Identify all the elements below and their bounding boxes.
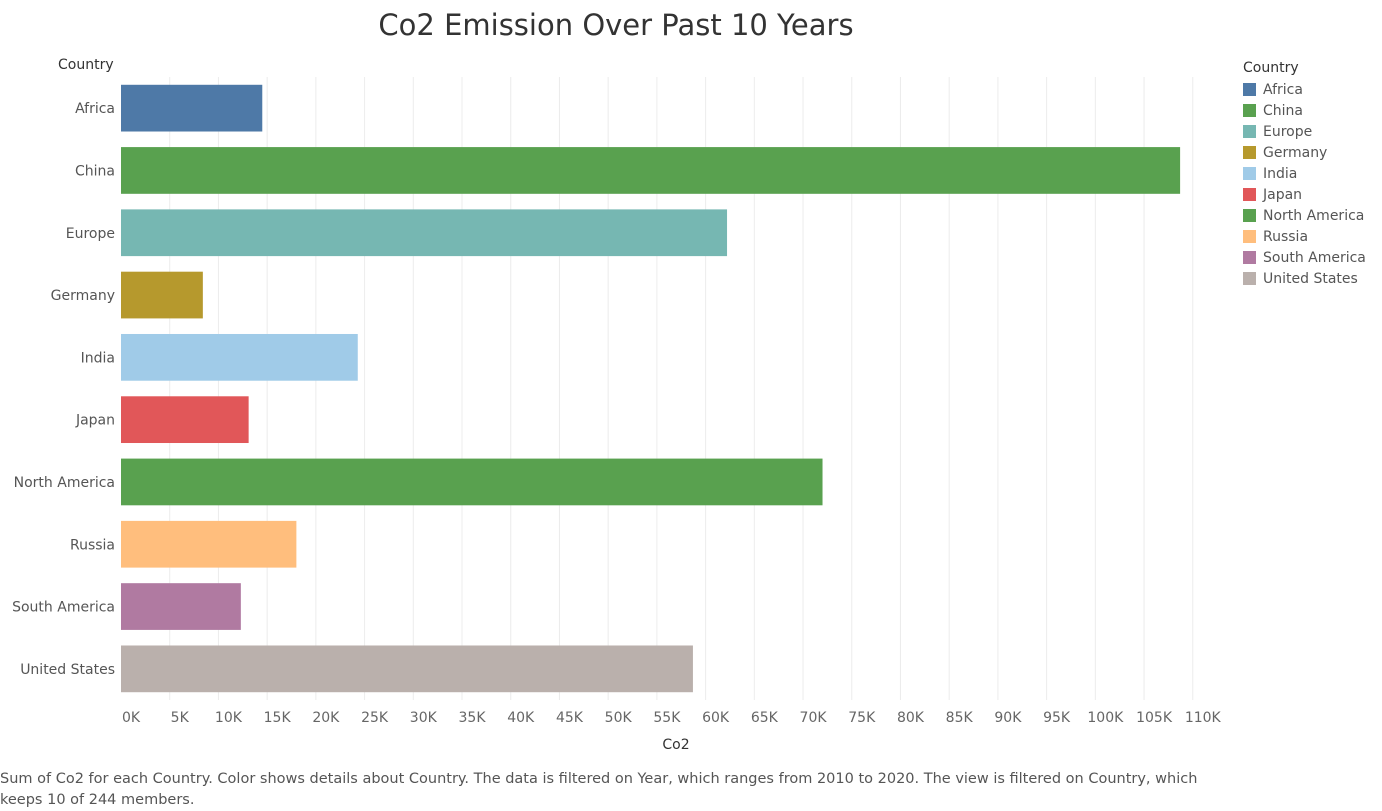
x-tick-label: 105K bbox=[1136, 710, 1173, 726]
legend-item[interactable]: Africa bbox=[1243, 79, 1366, 100]
x-tick-label: 45K bbox=[556, 710, 584, 726]
y-axis-label: South America bbox=[12, 600, 115, 616]
bar-germany[interactable] bbox=[121, 271, 203, 319]
x-tick-label: 10K bbox=[215, 710, 243, 726]
legend-swatch bbox=[1243, 209, 1256, 222]
legend-label: Africa bbox=[1263, 81, 1303, 98]
legend-swatch bbox=[1243, 125, 1256, 138]
legend-item[interactable]: North America bbox=[1243, 205, 1366, 226]
legend-item[interactable]: Japan bbox=[1243, 184, 1366, 205]
legend-label: Germany bbox=[1263, 144, 1328, 161]
x-tick-label: 55K bbox=[653, 710, 681, 726]
chart-title: Co2 Emission Over Past 10 Years bbox=[378, 8, 854, 42]
y-axis-label: North America bbox=[14, 475, 115, 491]
x-tick-label: 75K bbox=[848, 710, 876, 726]
x-tick-label: 20K bbox=[312, 710, 340, 726]
legend-item[interactable]: Europe bbox=[1243, 121, 1366, 142]
x-tick-label: 110K bbox=[1185, 710, 1222, 726]
legend-item[interactable]: South America bbox=[1243, 247, 1366, 268]
x-tick-label: 95K bbox=[1043, 710, 1071, 726]
x-axis-title: Co2 bbox=[662, 737, 689, 753]
y-axis-label: China bbox=[75, 163, 115, 179]
x-axis-tick-labels: 0K 5K 10K 15K 20K 25K 30K 35K 40K 45K 50K 55K 60K 65K… bbox=[122, 710, 1222, 726]
legend-label: Europe bbox=[1263, 123, 1313, 140]
y-axis-label: India bbox=[81, 350, 115, 366]
x-tick-label: 35K bbox=[459, 710, 487, 726]
x-tick-label: 90K bbox=[994, 710, 1022, 726]
legend-item[interactable]: China bbox=[1243, 100, 1366, 121]
legend-title: Country bbox=[1243, 60, 1299, 76]
y-axis-label: Russia bbox=[70, 537, 115, 553]
y-axis-label: Europe bbox=[66, 226, 115, 242]
y-axis-labels: Africa China Europe Germany India Japan North … bbox=[12, 101, 115, 678]
bar-africa[interactable] bbox=[121, 84, 263, 132]
bar-south-america[interactable] bbox=[121, 583, 241, 630]
x-tick-label: 40K bbox=[507, 710, 535, 726]
y-axis-label: United States bbox=[20, 662, 115, 678]
bar-india[interactable] bbox=[121, 333, 358, 381]
legend-label: United States bbox=[1263, 270, 1358, 287]
legend-label: South America bbox=[1263, 249, 1366, 266]
x-tick-label: 60K bbox=[702, 710, 730, 726]
bar-europe[interactable] bbox=[121, 209, 728, 257]
x-tick-label: 65K bbox=[751, 710, 779, 726]
legend-item[interactable]: United States bbox=[1243, 268, 1366, 289]
legend-label: Russia bbox=[1263, 228, 1309, 245]
chart-caption: Sum of Co2 for each Country. Color shows… bbox=[0, 771, 1198, 808]
x-tick-label: 25K bbox=[361, 710, 389, 726]
legend-swatch bbox=[1243, 251, 1256, 264]
bar-chart: Africa China Europe Germany India Japan North … bbox=[12, 77, 1222, 753]
bar-russia[interactable] bbox=[121, 520, 297, 568]
x-tick-label: 15K bbox=[264, 710, 292, 726]
bars bbox=[121, 84, 1181, 693]
legend-swatch bbox=[1243, 167, 1256, 180]
x-tick-label: 0K bbox=[122, 710, 141, 726]
legend-item[interactable]: India bbox=[1243, 163, 1366, 184]
y-axis-label: Africa bbox=[75, 101, 115, 117]
legend-label: Japan bbox=[1263, 186, 1303, 203]
legend: Country Africa China Europe Germany India Jap… bbox=[1243, 60, 1366, 289]
legend-label: North America bbox=[1263, 207, 1365, 224]
bar-united-states[interactable] bbox=[121, 645, 693, 693]
y-axis-label: Japan bbox=[75, 413, 115, 429]
legend-swatch bbox=[1243, 272, 1256, 285]
legend-item[interactable]: Russia bbox=[1243, 226, 1366, 247]
x-tick-label: 80K bbox=[897, 710, 925, 726]
y-axis-label: Germany bbox=[51, 288, 115, 304]
legend-swatch bbox=[1243, 188, 1256, 201]
x-tick-label: 5K bbox=[171, 710, 190, 726]
legend-swatch bbox=[1243, 230, 1256, 243]
x-tick-label: 30K bbox=[410, 710, 438, 726]
bar-north-america[interactable] bbox=[121, 458, 823, 506]
legend-label: China bbox=[1263, 102, 1303, 119]
bar-china[interactable] bbox=[121, 147, 1181, 194]
legend-swatch bbox=[1243, 146, 1256, 159]
x-tick-label: 85K bbox=[946, 710, 974, 726]
x-tick-label: 50K bbox=[605, 710, 633, 726]
legend-label: India bbox=[1263, 165, 1298, 182]
legend-swatch bbox=[1243, 104, 1256, 117]
row-header: Country bbox=[58, 57, 114, 73]
legend-item[interactable]: Germany bbox=[1243, 142, 1366, 163]
x-tick-label: 70K bbox=[800, 710, 828, 726]
bar-japan[interactable] bbox=[121, 396, 249, 444]
x-tick-label: 100K bbox=[1087, 710, 1124, 726]
legend-swatch bbox=[1243, 83, 1256, 96]
